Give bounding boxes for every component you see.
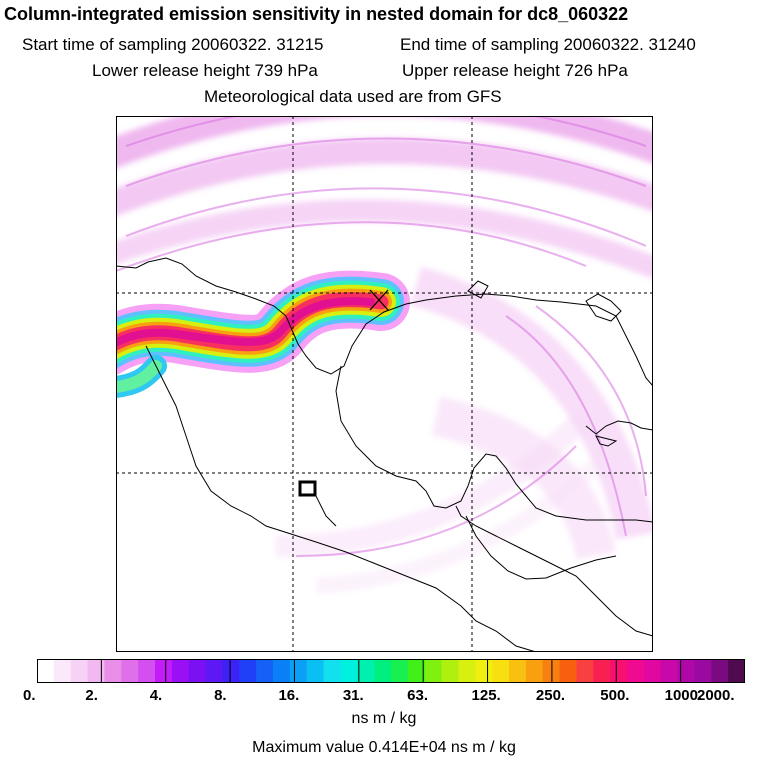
colorbar-tick-label: 4. xyxy=(149,687,163,704)
colorbar-tick-label: 1000. xyxy=(664,687,703,704)
colorbar-swatch xyxy=(610,659,628,683)
colorbar-swatch xyxy=(171,659,190,683)
colorbar-swatch xyxy=(273,659,291,683)
colorbar-tick-label: 0. xyxy=(23,687,36,704)
colorbar-swatch xyxy=(357,659,375,683)
colorbar-swatch xyxy=(542,659,561,683)
upper-release-height-text: Upper release height 726 hPa xyxy=(402,61,628,80)
colorbar-swatch xyxy=(391,659,409,683)
colorbar-swatch xyxy=(239,659,257,683)
colorbar-tick-label: 2000. xyxy=(697,687,735,704)
colorbar-tick-label: 16. xyxy=(278,687,300,704)
colorbar-tick-label: 250. xyxy=(535,687,566,704)
colorbar-swatch xyxy=(711,659,729,683)
colorbar-swatch xyxy=(323,659,341,683)
colorbar-swatch xyxy=(643,659,662,683)
colorbar-frame xyxy=(37,659,745,683)
colorbar-swatch xyxy=(222,659,240,683)
location-box-marker xyxy=(298,480,317,497)
colorbar-swatch xyxy=(70,659,89,683)
sensitivity-field-streaks xyxy=(116,116,647,557)
colorbar-swatch xyxy=(593,659,611,683)
colorbar-swatch xyxy=(509,659,527,683)
colorbar-swatch xyxy=(138,659,156,683)
colorbar-swatch xyxy=(104,659,122,683)
colorbar-tick-label: 31. xyxy=(342,687,364,704)
colorbar-swatch xyxy=(728,659,745,683)
colorbar-swatch xyxy=(492,659,510,683)
colorbar-tick-label: 2. xyxy=(85,687,98,704)
colorbar-swatch xyxy=(306,659,325,683)
colorbar-swatch xyxy=(559,659,577,683)
lower-release-height-text: Lower release height 739 hPa xyxy=(92,61,318,80)
maximum-value-text: Maximum value 0.414E+04 ns m / kg xyxy=(252,739,516,756)
colorbar-swatch xyxy=(525,659,544,683)
colorbar-swatch xyxy=(576,659,594,683)
colorbar-swatch xyxy=(53,659,72,683)
graticule xyxy=(116,116,653,652)
colorbar-swatch xyxy=(475,659,493,683)
colorbar-swatch xyxy=(256,659,274,683)
colorbar-tick-label: 500. xyxy=(600,687,630,704)
coastlines xyxy=(116,257,653,652)
colorbar-swatch xyxy=(458,659,476,683)
colorbar-tick-label: 125. xyxy=(471,687,501,704)
release-point-marker xyxy=(369,289,389,311)
colorbar-swatch xyxy=(424,659,443,683)
colorbar-swatch xyxy=(407,659,426,683)
colorbar-swatch xyxy=(289,659,308,683)
colorbar-tick-label: 8. xyxy=(214,687,227,704)
colorbar-swatch xyxy=(155,659,173,683)
colorbar-swatch xyxy=(677,659,695,683)
colorbar-swatch xyxy=(37,659,55,683)
colorbar-tick-label: 63. xyxy=(407,687,429,704)
colorbar-swatch xyxy=(374,659,392,683)
met-data-text: Meteorological data used are from GFS xyxy=(204,87,502,106)
colorbar-swatch xyxy=(87,659,105,683)
plot-title: Column-integrated emission sensitivity i… xyxy=(4,4,629,24)
emission-plume xyxy=(116,270,410,399)
colorbar-swatch xyxy=(660,659,679,683)
map-frame xyxy=(116,116,653,652)
colorbar xyxy=(37,659,745,683)
colorbar-units: ns m / kg xyxy=(351,710,417,727)
colorbar-swatch xyxy=(627,659,645,683)
start-time-text: Start time of sampling 20060322. 31215 xyxy=(22,35,324,54)
colorbar-swatch xyxy=(188,659,207,683)
end-time-text: End time of sampling 20060322. 31240 xyxy=(400,35,696,54)
colorbar-swatch xyxy=(205,659,223,683)
colorbar-swatch xyxy=(121,659,139,683)
colorbar-swatch xyxy=(441,659,459,683)
colorbar-swatch xyxy=(694,659,712,683)
colorbar-swatch xyxy=(340,659,358,683)
sensitivity-map xyxy=(116,116,653,652)
